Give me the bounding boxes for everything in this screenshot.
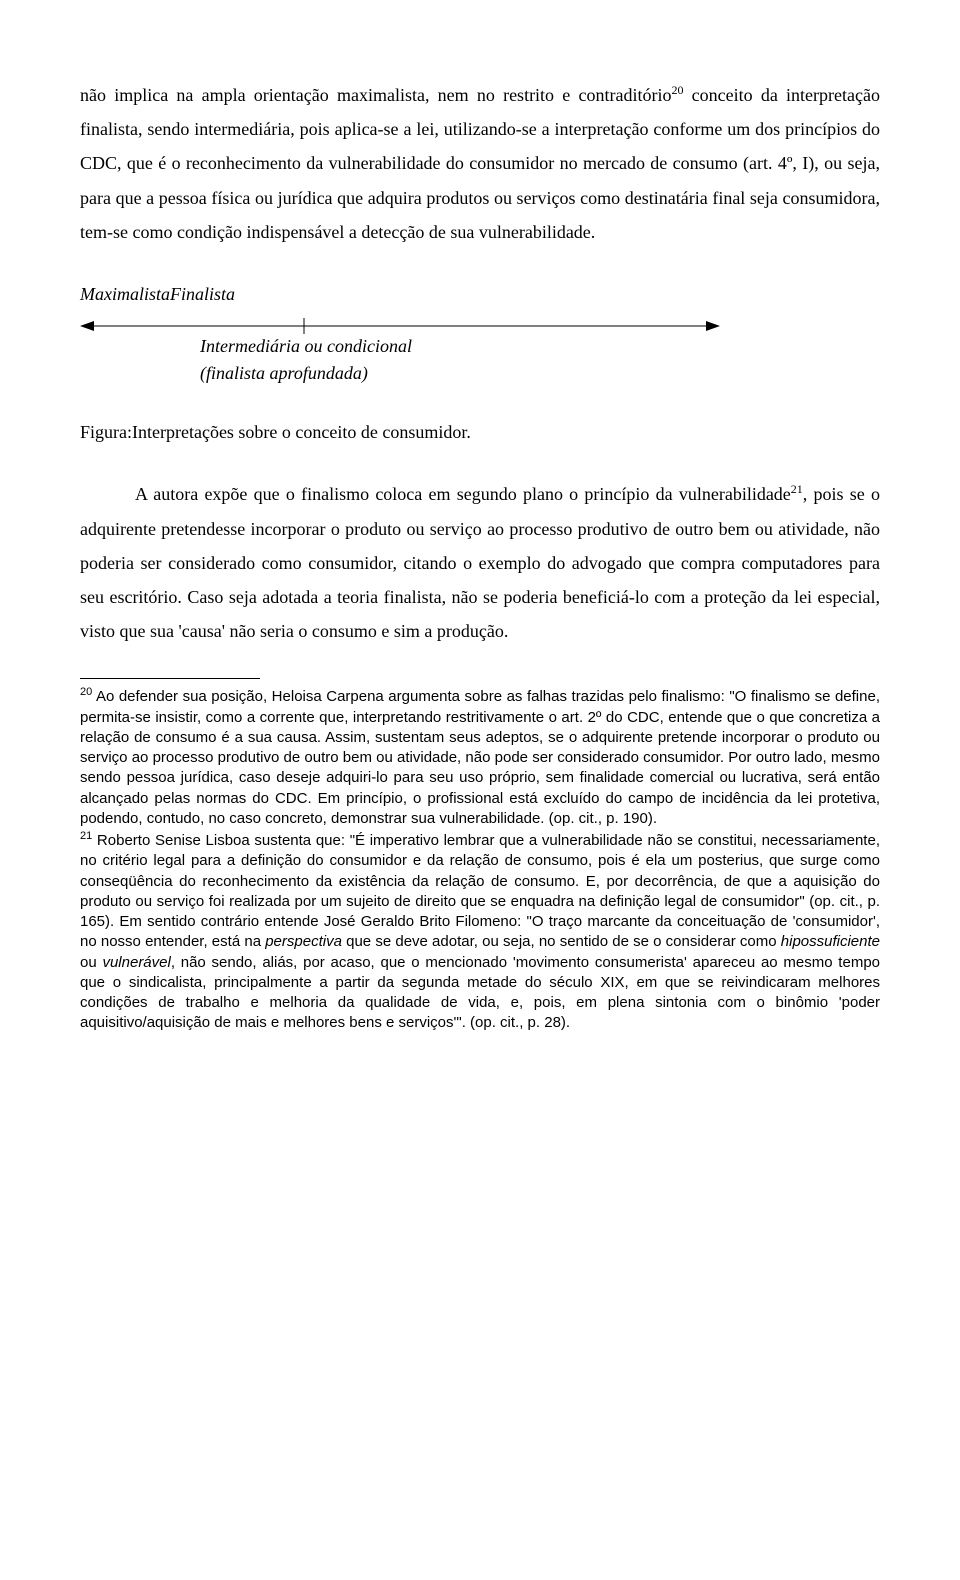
footnote-21-i3: vulnerável bbox=[102, 954, 170, 971]
diagram-mid-line2: (finalista aprofundada) bbox=[200, 360, 880, 387]
footnote-21: 21 Roberto Senise Lisboa sustenta que: "… bbox=[80, 829, 880, 1034]
diagram-caption: Figura:Interpretações sobre o conceito d… bbox=[80, 415, 880, 449]
footnote-ref-21: 21 bbox=[791, 482, 803, 496]
diagram-mid-labels: Intermediária ou condicional (finalista … bbox=[200, 333, 880, 387]
footnote-20: 20 Ao defender sua posição, Heloisa Carp… bbox=[80, 685, 880, 829]
footnote-separator bbox=[80, 678, 260, 679]
footnote-ref-20: 20 bbox=[671, 83, 683, 97]
interpretations-diagram: MaximalistaFinalista Intermediária ou co… bbox=[80, 277, 880, 449]
diagram-top-label: MaximalistaFinalista bbox=[80, 277, 880, 311]
paragraph-author: A autora expõe que o finalismo coloca em… bbox=[80, 477, 880, 648]
footnote-21-d: , não sendo, aliás, por acaso, que o men… bbox=[80, 954, 880, 1032]
footnote-21-b: que se deve adotar, ou seja, no sentido … bbox=[342, 933, 781, 950]
footnote-21-i2: hipossuficiente bbox=[781, 933, 880, 950]
p1-part-a: não implica na ampla orientação maximali… bbox=[80, 85, 671, 105]
p1-part-b: conceito da interpretação finalista, sen… bbox=[80, 85, 880, 242]
footnote-20-text: Ao defender sua posição, Heloisa Carpena… bbox=[80, 688, 880, 827]
diagram-double-arrow bbox=[80, 313, 720, 333]
paragraph-intro: não implica na ampla orientação maximali… bbox=[80, 78, 880, 249]
footnote-20-num: 20 bbox=[80, 686, 92, 698]
footnotes-block: 20 Ao defender sua posição, Heloisa Carp… bbox=[80, 685, 880, 1033]
footnote-21-i1: perspectiva bbox=[265, 933, 342, 950]
footnote-21-c: ou bbox=[80, 954, 102, 971]
p2-part-b: , pois se o adquirente pretendesse incor… bbox=[80, 484, 880, 641]
footnote-21-num: 21 bbox=[80, 830, 92, 842]
diagram-mid-line1: Intermediária ou condicional bbox=[200, 333, 880, 360]
p2-part-a: A autora expõe que o finalismo coloca em… bbox=[135, 484, 791, 504]
